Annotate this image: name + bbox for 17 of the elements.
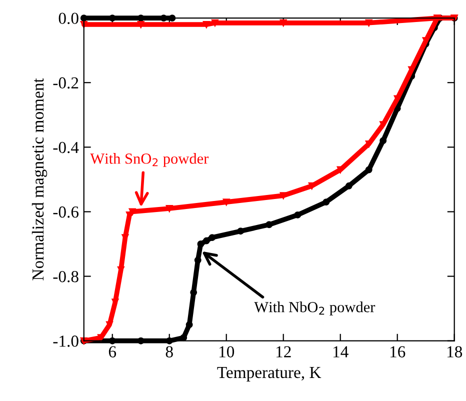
y-tick-label: -0.4 bbox=[53, 142, 79, 154]
x-tick-label: 14 bbox=[333, 346, 348, 358]
annotation: With SnO$_{2}$ powder bbox=[90, 153, 209, 167]
y-tick-label: -0.8 bbox=[53, 270, 78, 282]
x-tick-label: 6 bbox=[108, 346, 116, 358]
y-axis-title: Normalized magnetic moment bbox=[32, 78, 48, 280]
y-tick-label: 0.0 bbox=[58, 12, 78, 24]
annotation: With NbO$_{2}$ powder bbox=[254, 302, 376, 316]
x-axis-title: Temperature, K bbox=[217, 367, 322, 382]
x-tick-label: 12 bbox=[276, 346, 291, 358]
y-tick-label: -1.0 bbox=[53, 336, 78, 347]
x-tick-label: 8 bbox=[166, 346, 173, 358]
x-tick-label: 16 bbox=[390, 346, 406, 358]
y-tick-label: -0.2 bbox=[53, 77, 78, 89]
x-tick-label: 18 bbox=[447, 346, 462, 358]
x-tick-label: 10 bbox=[220, 346, 234, 358]
y-tick-label: -0.6 bbox=[53, 206, 79, 218]
